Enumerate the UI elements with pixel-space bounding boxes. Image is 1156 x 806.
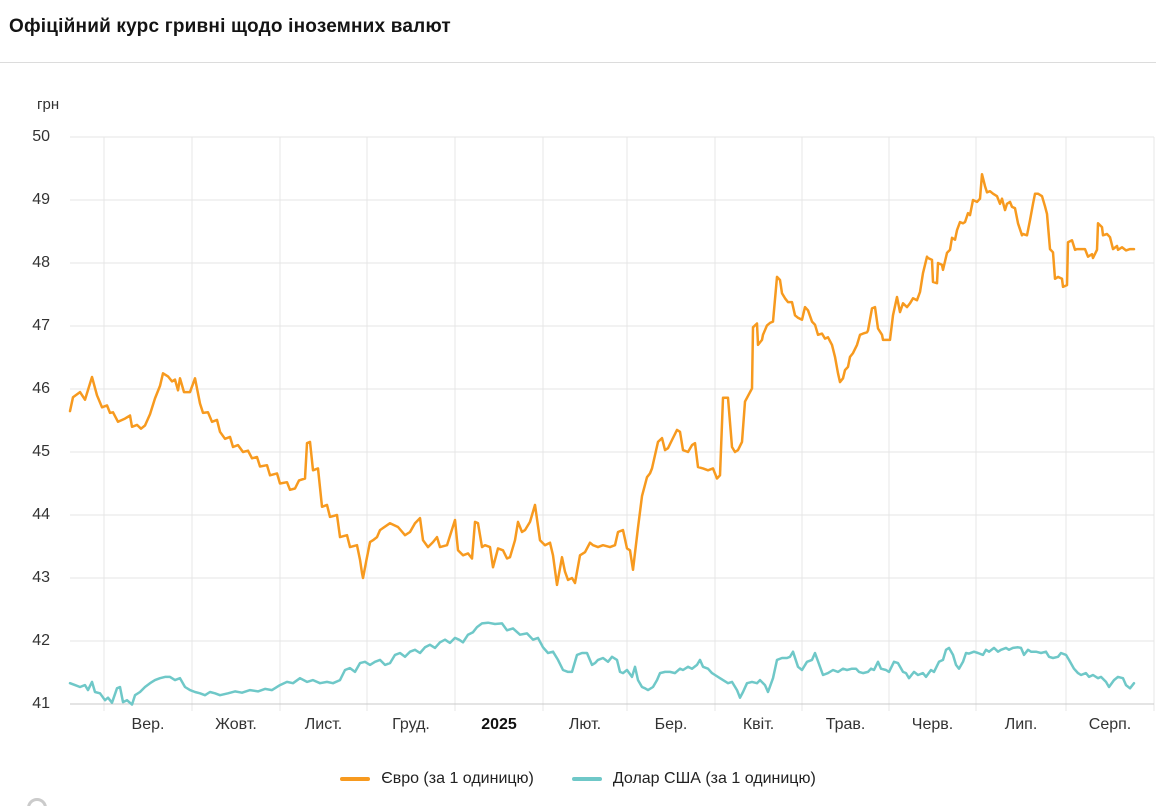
x-tick-label: Лют. xyxy=(568,716,602,733)
series-line-1 xyxy=(68,621,1136,706)
y-tick-label: 45 xyxy=(32,443,50,460)
x-tick-label: 2025 xyxy=(481,716,517,733)
title-divider xyxy=(0,62,1156,63)
x-tick-label: Квіт. xyxy=(742,716,775,733)
x-tick-label: Бер. xyxy=(654,716,688,733)
series-line-0 xyxy=(68,172,1136,587)
y-axis-unit-label: грн xyxy=(37,96,60,113)
y-tick-label: 41 xyxy=(32,695,50,712)
x-tick-label: Трав. xyxy=(825,716,866,733)
x-tick-label: Вер. xyxy=(131,716,165,733)
x-axis-tick-labels: Вер. Жовт. Лист. Груд. 2025 Лют. Бер. Квіт. Трав… xyxy=(70,716,1154,740)
y-tick-label: 50 xyxy=(32,128,50,145)
partial-floating-button[interactable] xyxy=(27,798,47,806)
x-tick-label: Лип. xyxy=(1004,716,1038,733)
x-tick-label: Груд. xyxy=(392,716,430,733)
euro-line-swatch xyxy=(340,777,371,781)
y-tick-label: 49 xyxy=(32,191,50,208)
legend-label-euro: Євро (за 1 одиницю) xyxy=(381,770,534,787)
y-tick-label: 44 xyxy=(32,506,50,523)
y-tick-label: 46 xyxy=(32,380,50,397)
chart-legend: Євро (за 1 одиницю) Долар США (за 1 один… xyxy=(0,764,1156,794)
x-tick-label: Серп. xyxy=(1088,716,1132,733)
usd-line-swatch xyxy=(571,777,602,781)
y-tick-label: 47 xyxy=(32,317,50,334)
legend-item-euro[interactable]: Євро (за 1 одиницю) xyxy=(340,770,534,788)
y-axis-tick-labels: 41 42 43 44 45 46 47 48 49 50 xyxy=(0,128,60,712)
y-tick-label: 42 xyxy=(32,632,50,649)
x-tick-label: Жовт. xyxy=(215,716,257,733)
chart-plot-area[interactable] xyxy=(68,136,1155,711)
y-tick-label: 43 xyxy=(32,569,50,586)
x-tick-label: Черв. xyxy=(911,716,954,733)
y-tick-label: 48 xyxy=(32,254,50,271)
legend-label-usd: Долар США (за 1 одиницю) xyxy=(612,770,816,787)
x-tick-label: Лист. xyxy=(304,716,343,733)
legend-item-usd[interactable]: Долар США (за 1 одиницю) xyxy=(571,770,816,788)
plot-svg[interactable] xyxy=(68,136,1155,711)
page-title: Офіційний курс гривні щодо іноземних вал… xyxy=(9,16,451,37)
